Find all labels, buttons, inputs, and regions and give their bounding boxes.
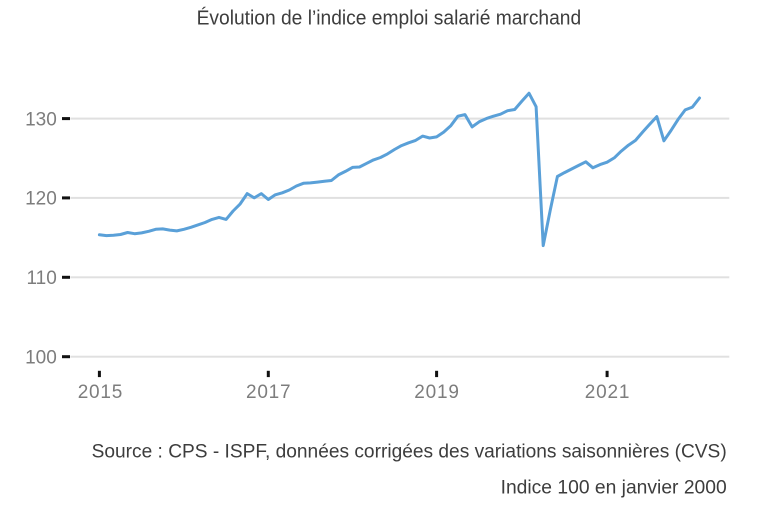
svg-text:2019: 2019 <box>414 382 459 403</box>
svg-text:2015: 2015 <box>78 382 123 403</box>
svg-text:Indice 100 en janvier 2000: Indice 100 en janvier 2000 <box>501 477 727 498</box>
svg-text:2017: 2017 <box>246 382 291 403</box>
svg-text:2021: 2021 <box>585 382 630 403</box>
svg-text:100: 100 <box>25 348 57 369</box>
svg-text:Source : CPS - ISPF, données c: Source : CPS - ISPF, données corrigées d… <box>92 441 727 462</box>
svg-text:110: 110 <box>27 268 57 289</box>
svg-text:Évolution de l’indice emploi s: Évolution de l’indice emploi salarié mar… <box>197 7 582 30</box>
svg-text:130: 130 <box>25 109 57 130</box>
svg-text:120: 120 <box>25 189 57 210</box>
